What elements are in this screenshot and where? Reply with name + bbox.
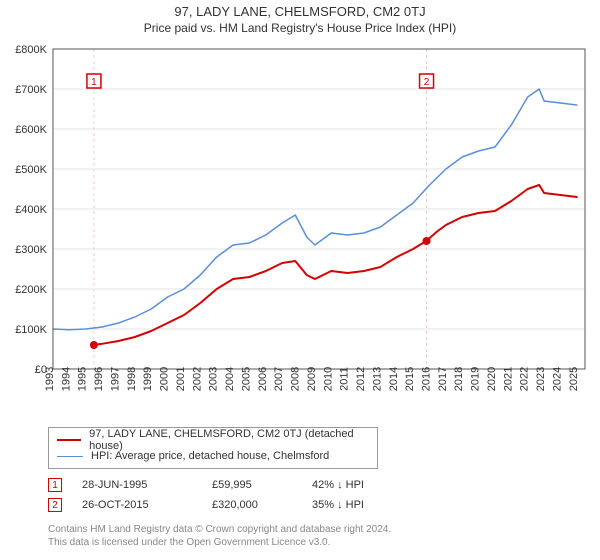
sale-date: 26-OCT-2015	[82, 499, 212, 511]
footer-line: Contains HM Land Registry data © Crown c…	[48, 523, 590, 536]
svg-text:2023: 2023	[535, 367, 547, 391]
svg-text:1999: 1999	[142, 367, 154, 391]
svg-text:2004: 2004	[224, 367, 236, 391]
svg-text:1995: 1995	[77, 367, 89, 391]
sale-row: 2 26-OCT-2015 £320,000 35% ↓ HPI	[48, 495, 590, 515]
svg-text:1996: 1996	[93, 367, 105, 391]
svg-text:1994: 1994	[60, 367, 72, 391]
svg-text:2020: 2020	[486, 367, 498, 391]
svg-text:£700K: £700K	[15, 84, 47, 96]
sale-price: £59,995	[212, 479, 312, 491]
sale-marker: 1	[48, 478, 62, 492]
svg-text:1997: 1997	[109, 367, 121, 391]
svg-text:2003: 2003	[208, 367, 220, 391]
sale-date: 28-JUN-1995	[82, 479, 212, 491]
sales-table: 1 28-JUN-1995 £59,995 42% ↓ HPI 2 26-OCT…	[48, 475, 590, 515]
svg-text:2015: 2015	[404, 367, 416, 391]
svg-text:2001: 2001	[175, 367, 187, 391]
svg-text:2014: 2014	[388, 367, 400, 391]
svg-text:£200K: £200K	[15, 284, 47, 296]
sale-delta: 35% ↓ HPI	[312, 499, 412, 511]
svg-text:2: 2	[424, 77, 430, 88]
legend-row: HPI: Average price, detached house, Chel…	[57, 448, 369, 464]
legend: 97, LADY LANE, CHELMSFORD, CM2 0TJ (deta…	[48, 427, 378, 469]
svg-text:2009: 2009	[306, 367, 318, 391]
footer: Contains HM Land Registry data © Crown c…	[48, 523, 590, 549]
svg-text:2007: 2007	[273, 367, 285, 391]
sale-row: 1 28-JUN-1995 £59,995 42% ↓ HPI	[48, 475, 590, 495]
legend-label: HPI: Average price, detached house, Chel…	[91, 450, 329, 462]
svg-text:2012: 2012	[355, 367, 367, 391]
sale-marker: 2	[48, 498, 62, 512]
svg-text:2010: 2010	[322, 367, 334, 391]
svg-text:2024: 2024	[551, 367, 563, 391]
title-sub: Price paid vs. HM Land Registry's House …	[0, 21, 600, 35]
sale-n: 2	[52, 500, 58, 511]
sale-delta: 42% ↓ HPI	[312, 479, 412, 491]
svg-text:£600K: £600K	[15, 124, 47, 136]
svg-text:£800K: £800K	[15, 44, 47, 56]
title-main: 97, LADY LANE, CHELMSFORD, CM2 0TJ	[0, 4, 600, 19]
legend-label: 97, LADY LANE, CHELMSFORD, CM2 0TJ (deta…	[89, 428, 369, 452]
svg-text:1998: 1998	[126, 367, 138, 391]
legend-swatch	[57, 456, 83, 457]
svg-text:£300K: £300K	[15, 244, 47, 256]
svg-text:2019: 2019	[470, 367, 482, 391]
svg-text:1993: 1993	[44, 367, 56, 391]
svg-text:2002: 2002	[191, 367, 203, 391]
svg-text:2000: 2000	[159, 367, 171, 391]
svg-text:2011: 2011	[339, 367, 351, 391]
chart-svg: £0£100K£200K£300K£400K£500K£600K£700K£80…	[5, 41, 595, 421]
footer-line: This data is licensed under the Open Gov…	[48, 536, 590, 549]
svg-text:1: 1	[91, 77, 97, 88]
legend-swatch	[57, 439, 81, 441]
sale-price: £320,000	[212, 499, 312, 511]
svg-text:2021: 2021	[502, 367, 514, 391]
svg-text:2005: 2005	[240, 367, 252, 391]
svg-text:2018: 2018	[453, 367, 465, 391]
svg-text:£400K: £400K	[15, 204, 47, 216]
chart-container: 97, LADY LANE, CHELMSFORD, CM2 0TJ Price…	[0, 0, 600, 560]
svg-text:2008: 2008	[290, 367, 302, 391]
sale-n: 1	[52, 480, 58, 491]
svg-text:2017: 2017	[437, 367, 449, 391]
svg-text:2022: 2022	[519, 367, 531, 391]
legend-row: 97, LADY LANE, CHELMSFORD, CM2 0TJ (deta…	[57, 432, 369, 448]
chart: £0£100K£200K£300K£400K£500K£600K£700K£80…	[5, 41, 595, 421]
svg-text:2016: 2016	[420, 367, 432, 391]
svg-text:£100K: £100K	[15, 324, 47, 336]
titles: 97, LADY LANE, CHELMSFORD, CM2 0TJ Price…	[0, 0, 600, 41]
svg-text:£500K: £500K	[15, 164, 47, 176]
svg-text:2013: 2013	[371, 367, 383, 391]
svg-text:2006: 2006	[257, 367, 269, 391]
svg-text:2025: 2025	[568, 367, 580, 391]
